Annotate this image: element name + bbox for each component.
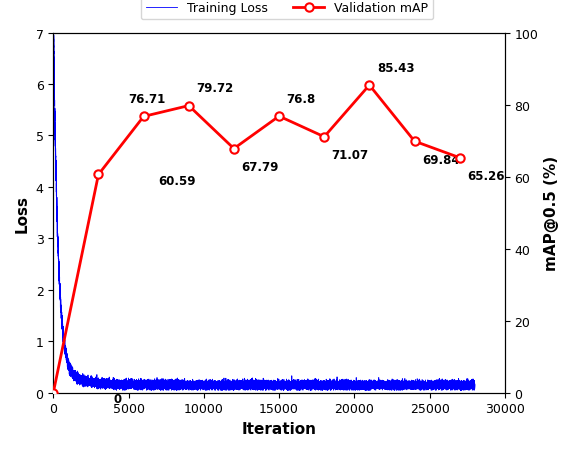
Y-axis label: mAP@0.5 (%): mAP@0.5 (%) [544, 156, 559, 271]
Validation mAP [321, 135, 328, 140]
Training Loss [305, 382, 312, 388]
Validation mAP [185, 104, 192, 109]
Line: Training Loss: Training Loss [53, 6, 475, 390]
Validation mAP [95, 172, 102, 178]
Training Loss [50, 3, 57, 9]
Text: 71.07: 71.07 [332, 149, 369, 162]
Text: 60.59: 60.59 [158, 174, 196, 187]
Y-axis label: Loss: Loss [15, 194, 30, 232]
Text: 85.43: 85.43 [377, 61, 414, 74]
Text: 67.79: 67.79 [242, 161, 279, 174]
Validation mAP [411, 139, 418, 145]
Training Loss [255, 380, 262, 386]
Line: Validation mAP: Validation mAP [49, 82, 464, 397]
Text: 76.8: 76.8 [286, 92, 316, 106]
Training Loss [246, 383, 253, 388]
Text: 69.84: 69.84 [422, 153, 460, 166]
Text: 0: 0 [114, 392, 122, 405]
Training Loss [50, 6, 57, 11]
Validation mAP [366, 83, 373, 88]
Validation mAP [231, 147, 238, 152]
Text: 65.26: 65.26 [467, 170, 505, 183]
Validation mAP [140, 115, 147, 120]
Training Loss [212, 385, 219, 391]
Validation mAP [276, 114, 282, 120]
Training Loss [360, 382, 367, 387]
Legend: Training Loss, Validation mAP: Training Loss, Validation mAP [141, 0, 433, 20]
Validation mAP [456, 156, 463, 161]
Text: 76.71: 76.71 [129, 93, 166, 106]
Training Loss [320, 382, 327, 387]
Text: 79.72: 79.72 [196, 82, 234, 95]
X-axis label: Iteration: Iteration [242, 421, 317, 436]
Training Loss [471, 382, 478, 387]
Training Loss [113, 387, 120, 393]
Validation mAP [50, 390, 57, 396]
